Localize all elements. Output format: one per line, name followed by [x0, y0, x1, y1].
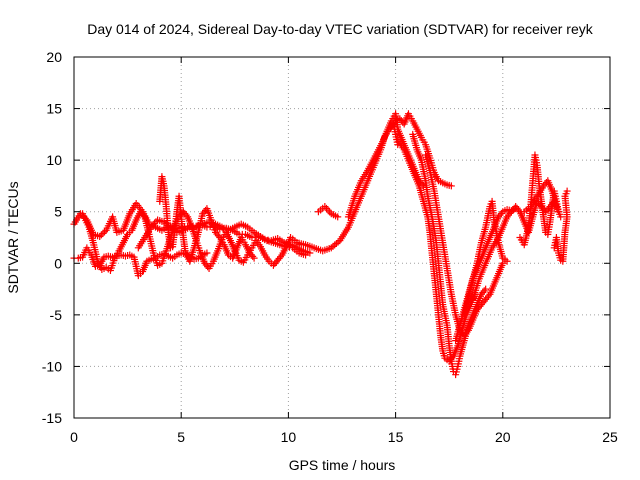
- data-point: [485, 292, 493, 300]
- data-point: [497, 209, 505, 217]
- data-point: [480, 287, 488, 295]
- data-point: [557, 213, 565, 221]
- series-arc-11: [409, 130, 490, 379]
- data-point: [302, 251, 310, 259]
- y-tick-label: 20: [46, 49, 62, 65]
- series-arc-9: [387, 110, 455, 190]
- data-point: [334, 213, 342, 221]
- y-tick-labels: -15 -10 -5 0 5 10 15 20: [42, 49, 62, 426]
- series-arc-16: [516, 151, 565, 249]
- data-point: [96, 232, 104, 240]
- y-tick-label: 10: [46, 152, 62, 168]
- data-point: [447, 182, 455, 190]
- y-tick-label: -15: [42, 410, 62, 426]
- y-tick-label: 5: [54, 204, 62, 220]
- x-tick-labels: 0 5 10 15 20 25: [70, 429, 618, 445]
- data-point: [99, 229, 107, 237]
- x-tick-label: 10: [281, 429, 297, 445]
- x-tick-label: 0: [70, 429, 78, 445]
- series-arc-7: [314, 203, 342, 221]
- data-point: [322, 204, 330, 212]
- data-point: [552, 203, 560, 211]
- data-point: [214, 232, 222, 240]
- series-arc-6: [293, 120, 402, 255]
- data-point: [203, 249, 211, 257]
- y-tick-label: 15: [46, 101, 62, 117]
- data-point: [97, 231, 105, 239]
- data-point: [463, 328, 471, 336]
- series-arc-5: [134, 216, 310, 259]
- data-point: [250, 254, 258, 262]
- data-point: [101, 228, 109, 236]
- axis-ticks: [73, 56, 611, 419]
- plot-frame: [73, 56, 611, 419]
- x-axis-title: GPS time / hours: [289, 457, 396, 473]
- data-point: [139, 211, 147, 219]
- data-marks: [70, 110, 571, 379]
- y-axis-title: SDTVAR / TECUs: [5, 181, 21, 293]
- series-arc-18: [550, 187, 571, 265]
- data-point: [277, 253, 285, 261]
- data-point: [249, 252, 257, 260]
- data-point: [563, 187, 571, 195]
- data-point: [334, 238, 342, 246]
- data-point: [515, 206, 523, 214]
- data-point: [482, 285, 490, 293]
- series-arc-17: [520, 177, 560, 216]
- data-point: [503, 257, 511, 265]
- y-tick-label: -10: [42, 358, 62, 374]
- series-arc-12: [422, 151, 507, 339]
- x-tick-label: 5: [177, 429, 185, 445]
- series-arc-10: [394, 136, 479, 365]
- x-tick-label: 15: [388, 429, 404, 445]
- chart-title: Day 014 of 2024, Sidereal Day-to-day VTE…: [87, 21, 593, 37]
- y-tick-label: -5: [50, 307, 63, 323]
- x-tick-label: 25: [602, 429, 618, 445]
- data-point: [448, 354, 456, 362]
- x-tick-label: 20: [495, 429, 511, 445]
- data-point: [306, 249, 314, 257]
- y-tick-label: 0: [54, 255, 62, 271]
